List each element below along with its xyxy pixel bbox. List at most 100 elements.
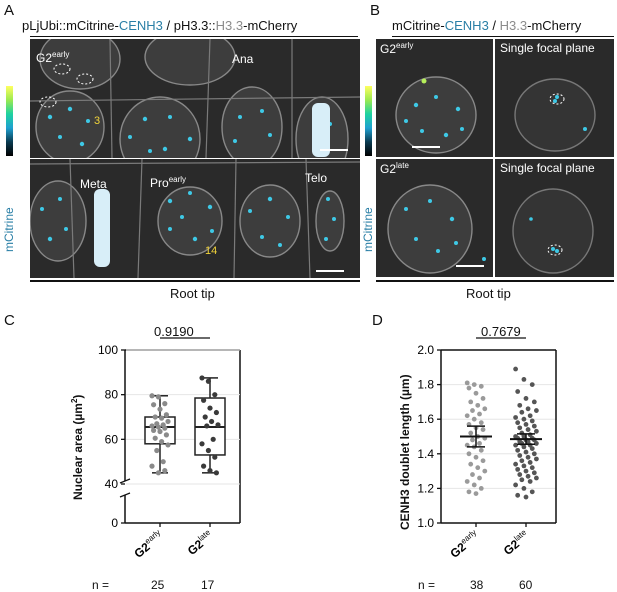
chart-c-point <box>160 459 166 465</box>
chart-d-point <box>531 423 537 429</box>
colorbar-label-b: mCitrine <box>361 207 375 252</box>
chart-c-y-tick-label: 80 <box>105 388 119 402</box>
panel-letter-b: B <box>370 2 381 19</box>
chart-c-point <box>155 424 161 430</box>
chart-d-point <box>523 468 529 474</box>
panel-b-title: mCitrine-CENH3 / H3.3-mCherry <box>392 18 581 33</box>
chart-d-point <box>471 482 477 488</box>
chart-d-point <box>527 413 533 419</box>
chart-c-point <box>155 470 161 476</box>
chart-c-point <box>204 423 210 429</box>
chart-d-point <box>515 389 521 394</box>
chart-d-point <box>523 421 529 427</box>
chart-d-point <box>534 408 539 413</box>
colorbar-label-a: mCitrine <box>2 207 16 252</box>
chart-c-point <box>201 463 207 469</box>
chart-d-point <box>523 494 529 500</box>
chart-d-point <box>466 385 472 391</box>
chart-c-point <box>207 405 213 411</box>
title-part: / pH3.3:: <box>162 18 216 33</box>
chart-d-marks <box>460 366 542 500</box>
panel-letter-d: D <box>372 312 383 329</box>
chart-d-point <box>525 473 531 479</box>
chart-d-point <box>517 453 523 458</box>
chart-d-y-tick-label: 1.6 <box>417 412 434 426</box>
chart-d-point <box>525 439 531 445</box>
chart-c-point <box>212 392 218 398</box>
chart-d-point <box>480 427 486 432</box>
chart-c-point <box>165 418 171 425</box>
chart-c-x-tick-label: G2early <box>131 528 166 561</box>
chart-d-point <box>470 472 475 477</box>
chart-d-point <box>513 415 518 420</box>
chart-d-x-tick-label: G2late <box>500 527 532 557</box>
chart-c-point <box>151 427 157 433</box>
chart-d-n-label: n = <box>418 578 436 592</box>
micrograph-b-bl: G2late <box>376 159 493 277</box>
chart-d-point <box>519 458 525 464</box>
micrograph-b-br: Single focal plane <box>495 159 614 277</box>
micrograph-a-top: G2early Ana 3 <box>30 39 360 158</box>
chart-c-point <box>215 422 221 428</box>
panel-a-bottom-rule <box>30 280 360 282</box>
chart-d-point <box>534 441 539 446</box>
chart-d-y-tick-label: 1.2 <box>417 481 434 495</box>
chart-c-point <box>165 442 171 448</box>
chart-c-point <box>201 397 207 403</box>
chart-d-svg: 1.0 1.2 1.4 1.6 1.8 2.0 G2early G2late <box>417 337 557 561</box>
chart-c-point <box>149 423 155 429</box>
chart-d-point <box>534 456 539 462</box>
chart-d-point <box>515 420 521 426</box>
chart-c-svg: 0 40 60 80 100 G2early G2late <box>98 337 241 561</box>
chart-c-point <box>154 447 160 454</box>
chart-d-point <box>534 475 539 481</box>
chart-c-y-tick-label: 0 <box>111 516 118 530</box>
panel-b-top-rule <box>392 36 614 37</box>
chart-d-point <box>470 408 475 413</box>
chart-d-y-tick-label: 1.0 <box>417 516 434 530</box>
panel-b-root-tip: Root tip <box>466 286 511 301</box>
chart-c-x-tick-label: G2late <box>184 527 216 557</box>
chart-d-point <box>482 468 488 474</box>
chart-c-point <box>199 375 205 381</box>
panel-letter-c: C <box>4 312 15 329</box>
label-pro-early: Proearly <box>150 175 187 190</box>
micrograph-a-bottom: Meta Proearly Telo 14 <box>30 159 360 278</box>
chart-c-p-value: 0.9190 <box>154 324 194 339</box>
micrograph-b-tr: Single focal plane <box>495 39 614 157</box>
colorbar-a <box>6 86 13 156</box>
chart-c-point <box>162 468 168 474</box>
chart-d-point <box>468 430 474 436</box>
chart-c-point <box>209 418 215 425</box>
chart-c-point <box>210 436 216 442</box>
chart-d-point <box>478 486 484 491</box>
chart-d-point <box>468 461 474 467</box>
chart-d-point <box>470 437 475 443</box>
colorbar-b <box>365 86 372 156</box>
chart-d-n-early: 38 <box>470 578 484 592</box>
chart-d-axes: 1.0 1.2 1.4 1.6 1.8 2.0 G2early G2late <box>417 337 557 561</box>
title-part: -mCherry <box>243 18 298 33</box>
chart-d-point <box>464 413 470 419</box>
chart-d-point <box>529 446 535 452</box>
chart-d-point <box>513 366 518 372</box>
chart-c-axis-break-mark <box>119 492 131 498</box>
chart-d-point <box>478 383 484 389</box>
chart-d-point <box>475 465 481 471</box>
chart-c-y-tick-label: 40 <box>105 477 119 491</box>
chart-d-point <box>475 402 481 408</box>
chart-d-point <box>523 396 529 401</box>
chart-d-point <box>531 451 537 457</box>
chart-d-point <box>478 420 484 426</box>
chart-d-y-tick-label: 1.4 <box>417 447 434 461</box>
chart-d-point <box>464 380 470 386</box>
chart-d-point <box>471 382 477 387</box>
title-part: / <box>488 18 500 33</box>
micrograph-b-tl-image <box>395 76 477 154</box>
panel-letter-a: A <box>4 2 15 19</box>
chart-c-point <box>199 441 205 447</box>
micrograph-b-br-image <box>512 188 594 274</box>
chart-c-point <box>151 402 157 408</box>
chart-c-point <box>213 409 219 416</box>
chart-c-point <box>159 415 165 421</box>
